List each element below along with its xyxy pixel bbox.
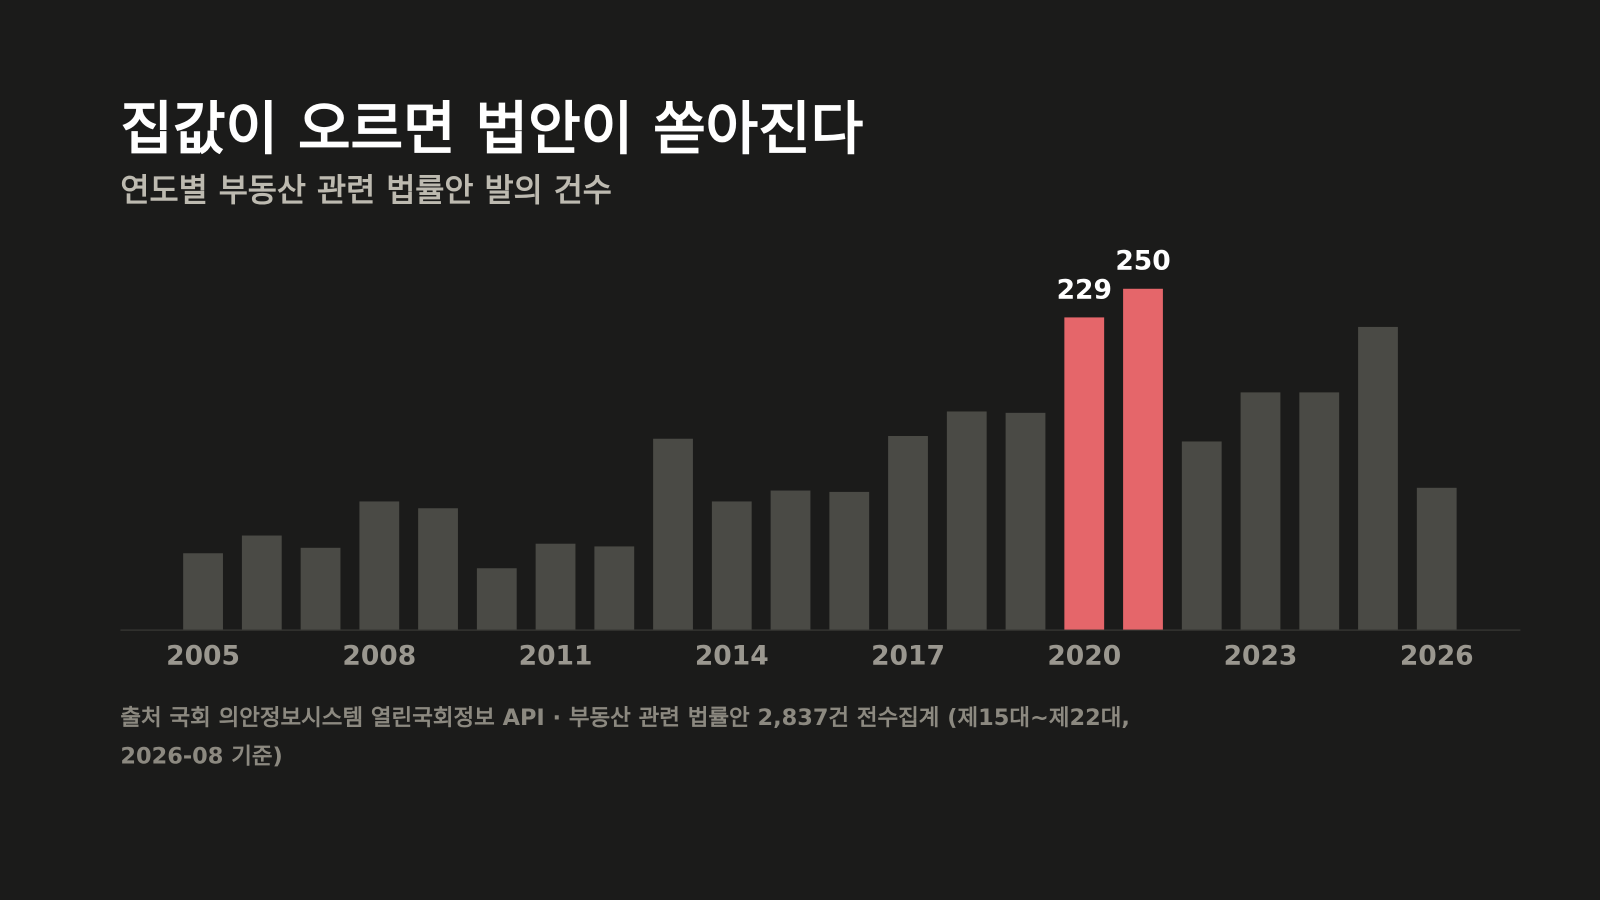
- bar: [1416, 487, 1457, 630]
- source-note: 2026-08 기준): [120, 744, 282, 770]
- source-note: 출처 국회 의안정보시스템 열린국회정보 API · 부동산 관련 법률안 2,…: [120, 705, 1129, 731]
- x-tick-label: 2008: [342, 641, 416, 672]
- bar: [359, 501, 400, 630]
- bar: [1358, 326, 1398, 630]
- bar: [594, 546, 635, 630]
- bar: [476, 568, 517, 630]
- bar: [1240, 392, 1281, 630]
- bar: [829, 491, 870, 630]
- bar: [1064, 317, 1105, 630]
- x-tick-label: 2014: [695, 641, 769, 672]
- bar: [535, 543, 576, 630]
- bar: [1123, 288, 1163, 630]
- data-label: 250: [1115, 246, 1170, 277]
- x-tick-label: 2011: [519, 641, 593, 672]
- bar: [418, 508, 458, 630]
- x-tick-label: 2026: [1400, 641, 1474, 672]
- bar: [946, 411, 987, 630]
- bar: [1299, 392, 1340, 630]
- chart-subtitle: 연도별 부동산 관련 법률안 발의 건수: [120, 173, 611, 209]
- data-label: 229: [1057, 274, 1112, 305]
- bar: [1005, 412, 1046, 630]
- chart-title: 집값이 오르면 법안이 쏟아진다: [120, 96, 863, 162]
- x-tick-label: 2020: [1047, 641, 1121, 672]
- bar: [183, 553, 223, 630]
- bar: [653, 438, 693, 630]
- bar: [711, 501, 752, 630]
- bar: [1181, 441, 1222, 630]
- bar: [770, 490, 811, 630]
- bar: [300, 547, 341, 630]
- x-tick-label: 2017: [871, 641, 945, 672]
- x-tick-label: 2005: [166, 641, 240, 672]
- x-tick-label: 2023: [1224, 641, 1298, 672]
- bar: [888, 436, 928, 630]
- bar: [241, 535, 282, 630]
